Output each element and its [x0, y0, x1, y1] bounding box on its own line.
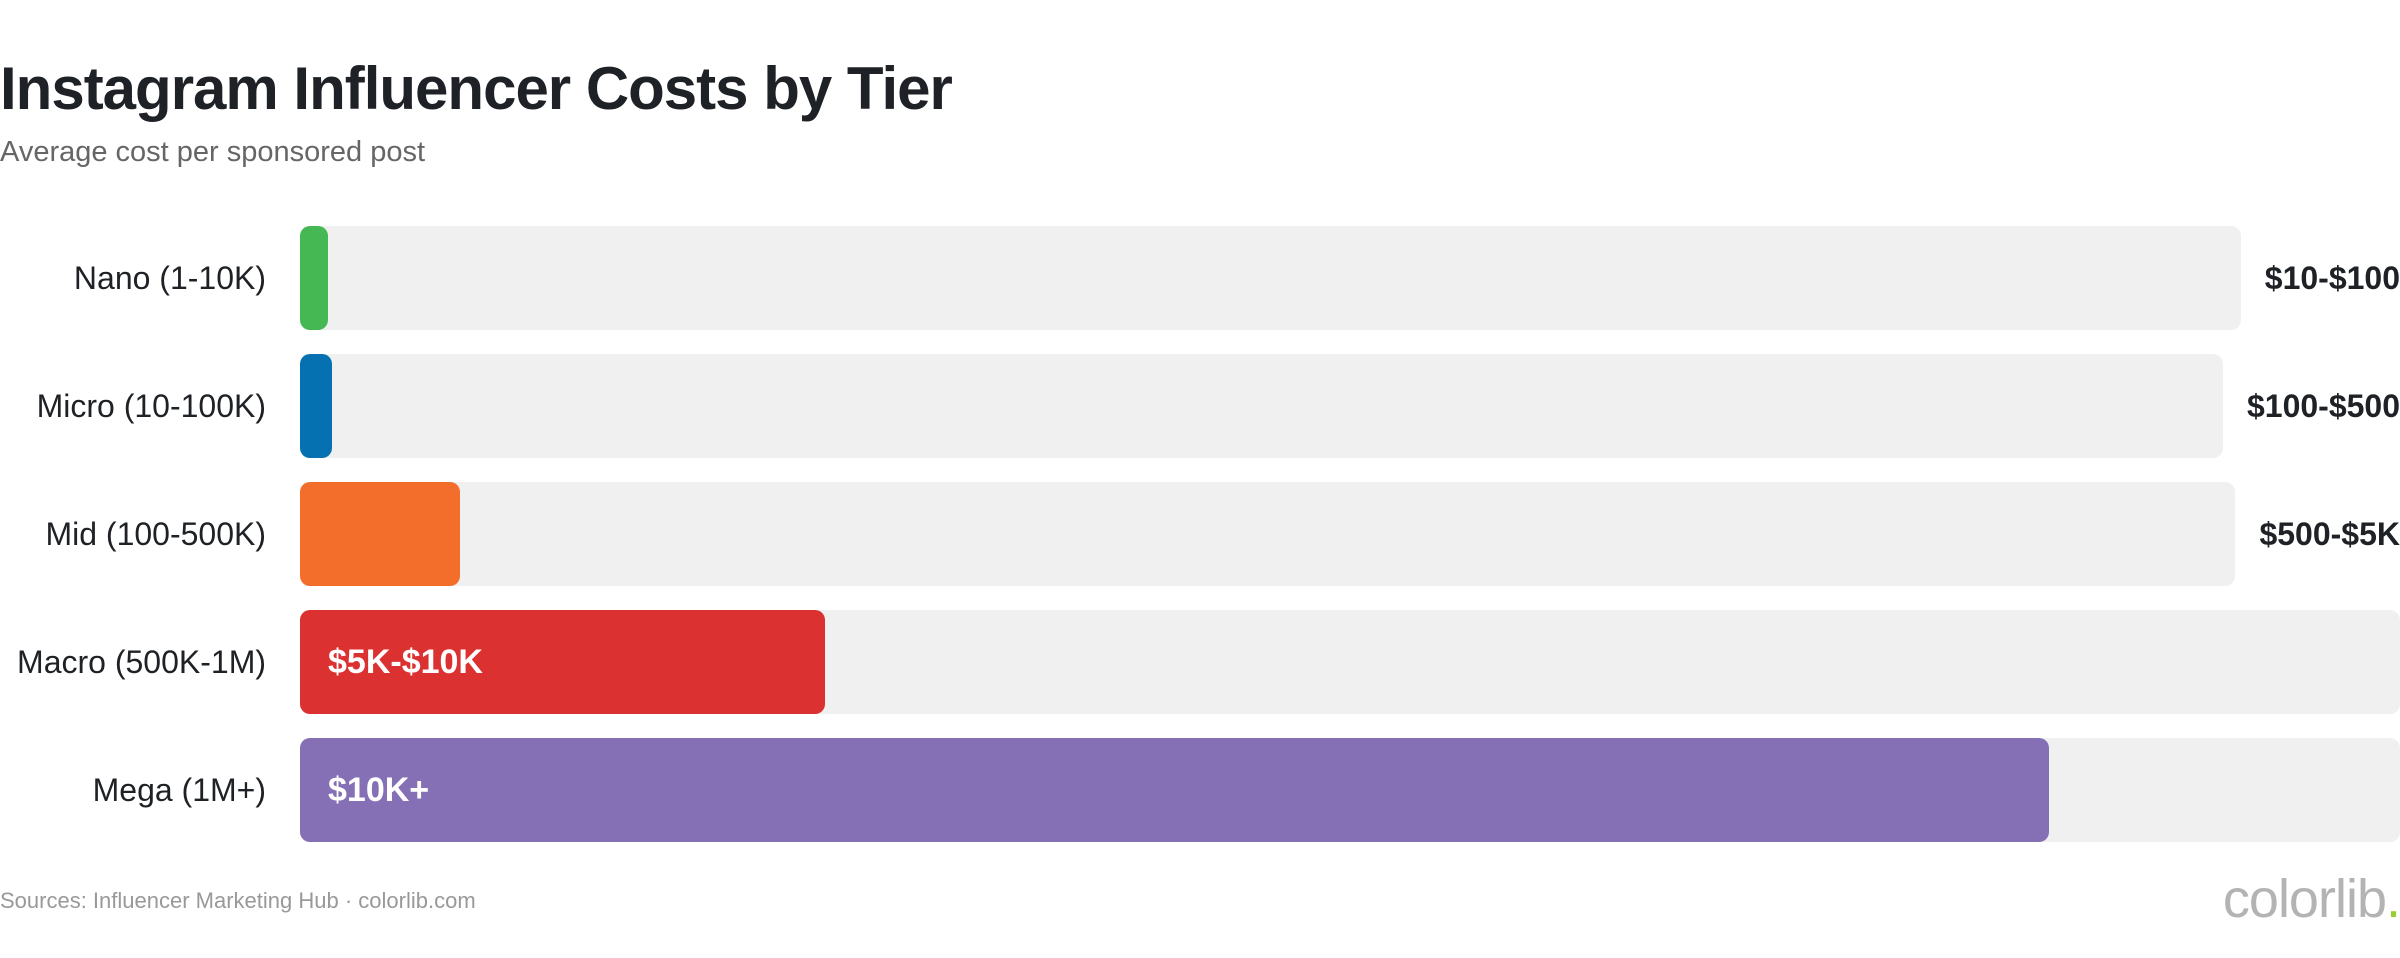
brand-dot: .: [2385, 869, 2400, 929]
bar-track: [300, 482, 2235, 586]
bar: [300, 482, 460, 586]
brand-name: colorlib: [2222, 869, 2387, 929]
bar-track: [300, 226, 2241, 330]
bar: [300, 738, 2050, 842]
category-label: Mid (100-500K): [45, 516, 266, 552]
brand-logo: colorlib.: [2223, 868, 2400, 930]
category-label: Macro (500K-1M): [17, 644, 266, 680]
value-label: $500-$5K: [2259, 516, 2400, 552]
value-label: $10K+: [328, 771, 430, 809]
value-label: $10-$100: [2264, 260, 2400, 296]
source-note: Sources: Influencer Marketing Hub · colo…: [0, 888, 476, 913]
value-label: $5K-$10K: [328, 643, 483, 681]
bar-track: $5K-$10K: [300, 610, 2400, 714]
bar-track: $10K+: [300, 738, 2400, 842]
bar: [300, 226, 328, 330]
bar-track: [300, 354, 2223, 458]
category-label: Mega (1M+): [92, 772, 266, 808]
chart-subtitle: Average cost per sponsored post: [0, 136, 426, 168]
category-label: Micro (10-100K): [36, 388, 266, 424]
category-label: Nano (1-10K): [73, 260, 266, 296]
value-label: $100-$500: [2246, 388, 2400, 424]
bar: [300, 354, 332, 458]
bar: [300, 610, 825, 714]
chart-title: Instagram Influencer Costs by Tier: [0, 55, 953, 122]
